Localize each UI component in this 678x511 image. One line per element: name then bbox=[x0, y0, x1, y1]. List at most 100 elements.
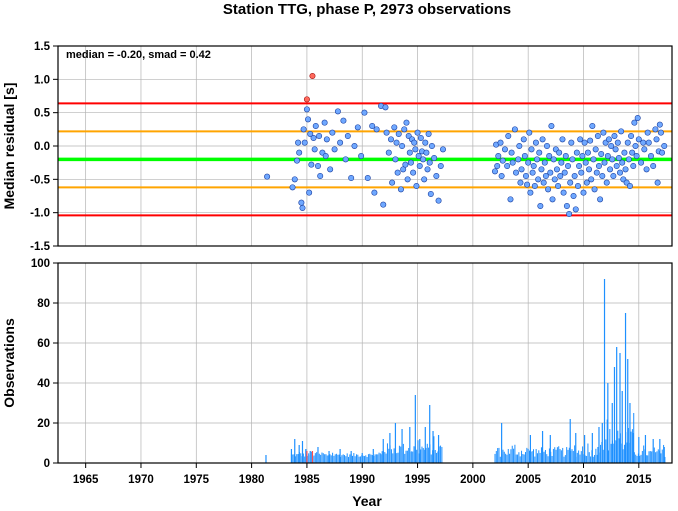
residual-point bbox=[373, 126, 380, 133]
residual-point bbox=[583, 179, 590, 186]
residual-point bbox=[298, 199, 305, 206]
y-tick-label: 80 bbox=[37, 298, 50, 310]
residual-point bbox=[306, 189, 313, 196]
residual-point bbox=[351, 143, 358, 150]
residual-point bbox=[293, 157, 300, 164]
residual-point bbox=[581, 139, 588, 146]
residual-point bbox=[494, 163, 501, 170]
residual-point bbox=[529, 169, 536, 176]
residual-point bbox=[548, 123, 555, 130]
residual-point bbox=[617, 169, 624, 176]
residual-point bbox=[420, 156, 427, 163]
y-tick-label: 1.0 bbox=[34, 74, 50, 86]
x-tick-label: 1975 bbox=[183, 474, 209, 486]
residual-point bbox=[647, 153, 654, 160]
y-tick-label: -1.0 bbox=[30, 208, 50, 220]
y-tick-label: 0.5 bbox=[34, 108, 51, 120]
residual-point bbox=[561, 169, 568, 176]
residual-point bbox=[323, 136, 330, 143]
residual-point bbox=[513, 169, 520, 176]
residual-point bbox=[638, 159, 645, 166]
residual-point bbox=[541, 159, 548, 166]
residual-point bbox=[608, 143, 615, 150]
reference-lines bbox=[58, 102, 672, 217]
residual-point bbox=[618, 128, 625, 135]
residual-point bbox=[348, 175, 355, 182]
residual-point bbox=[586, 166, 593, 173]
residual-point bbox=[576, 163, 583, 170]
residual-point bbox=[301, 139, 308, 146]
residual-point bbox=[524, 181, 531, 188]
residual-point bbox=[295, 139, 302, 146]
y-tick-label: 0.0 bbox=[34, 141, 50, 153]
y-tick-label: -0.5 bbox=[30, 174, 50, 186]
residual-point bbox=[428, 143, 435, 150]
residual-point bbox=[383, 129, 390, 136]
residual-point bbox=[504, 163, 511, 170]
residual-point bbox=[424, 166, 431, 173]
y-tick-label: 0 bbox=[44, 458, 50, 470]
residual-point bbox=[371, 189, 378, 196]
residual-point bbox=[657, 129, 664, 136]
residual-point bbox=[614, 139, 621, 146]
residual-point bbox=[625, 156, 632, 163]
residual-point bbox=[565, 163, 572, 170]
residual-point bbox=[393, 139, 400, 146]
residual-point bbox=[505, 133, 512, 140]
residual-point bbox=[421, 176, 428, 183]
residual-point bbox=[264, 173, 271, 180]
residual-point bbox=[538, 166, 545, 173]
residual-point bbox=[369, 123, 376, 130]
x-tick-label: 1980 bbox=[239, 474, 265, 486]
residual-point bbox=[311, 146, 318, 153]
residual-point bbox=[329, 129, 336, 136]
residual-point bbox=[659, 149, 666, 156]
residual-point bbox=[522, 173, 529, 180]
residual-point bbox=[340, 117, 347, 124]
residual-point bbox=[291, 176, 298, 183]
residual-point bbox=[289, 184, 296, 191]
residual-point bbox=[560, 189, 567, 196]
observation-bars bbox=[265, 279, 666, 463]
residual-point bbox=[546, 153, 553, 160]
residual-point bbox=[650, 163, 657, 170]
residual-point bbox=[411, 139, 418, 146]
residual-point bbox=[540, 179, 547, 186]
residual-point bbox=[331, 146, 338, 153]
residual-point bbox=[612, 146, 619, 153]
residual-point bbox=[387, 136, 394, 143]
residual-point bbox=[577, 136, 584, 143]
residual-point bbox=[605, 136, 612, 143]
residual-point bbox=[403, 119, 410, 126]
y-tick-label: -1.5 bbox=[30, 241, 50, 253]
residual-point bbox=[300, 126, 307, 133]
residual-point bbox=[624, 139, 631, 146]
residual-point bbox=[640, 139, 647, 146]
residual-point bbox=[517, 179, 524, 186]
residual-point bbox=[423, 149, 430, 156]
residual-point bbox=[547, 169, 554, 176]
residual-point bbox=[414, 129, 421, 136]
residual-point bbox=[535, 176, 542, 183]
residual-point bbox=[389, 179, 396, 186]
residual-point bbox=[643, 166, 650, 173]
residual-point bbox=[406, 149, 413, 156]
residual-point bbox=[543, 143, 550, 150]
residual-point bbox=[550, 156, 557, 163]
residual-point bbox=[316, 133, 323, 140]
residual-point bbox=[431, 155, 438, 162]
residual-point bbox=[427, 191, 434, 198]
residual-point bbox=[573, 149, 580, 156]
residual-point bbox=[553, 166, 560, 173]
residual-point bbox=[534, 156, 541, 163]
residual-point bbox=[321, 119, 328, 126]
residual-point bbox=[410, 169, 417, 176]
residual-point bbox=[314, 163, 321, 170]
residual-point bbox=[578, 169, 585, 176]
y-tick-label: 1.5 bbox=[34, 41, 51, 53]
residual-point bbox=[507, 196, 514, 203]
residual-point bbox=[528, 146, 535, 153]
residual-point bbox=[661, 143, 668, 150]
x-tick-label: 1995 bbox=[405, 474, 431, 486]
residual-point bbox=[556, 149, 563, 156]
